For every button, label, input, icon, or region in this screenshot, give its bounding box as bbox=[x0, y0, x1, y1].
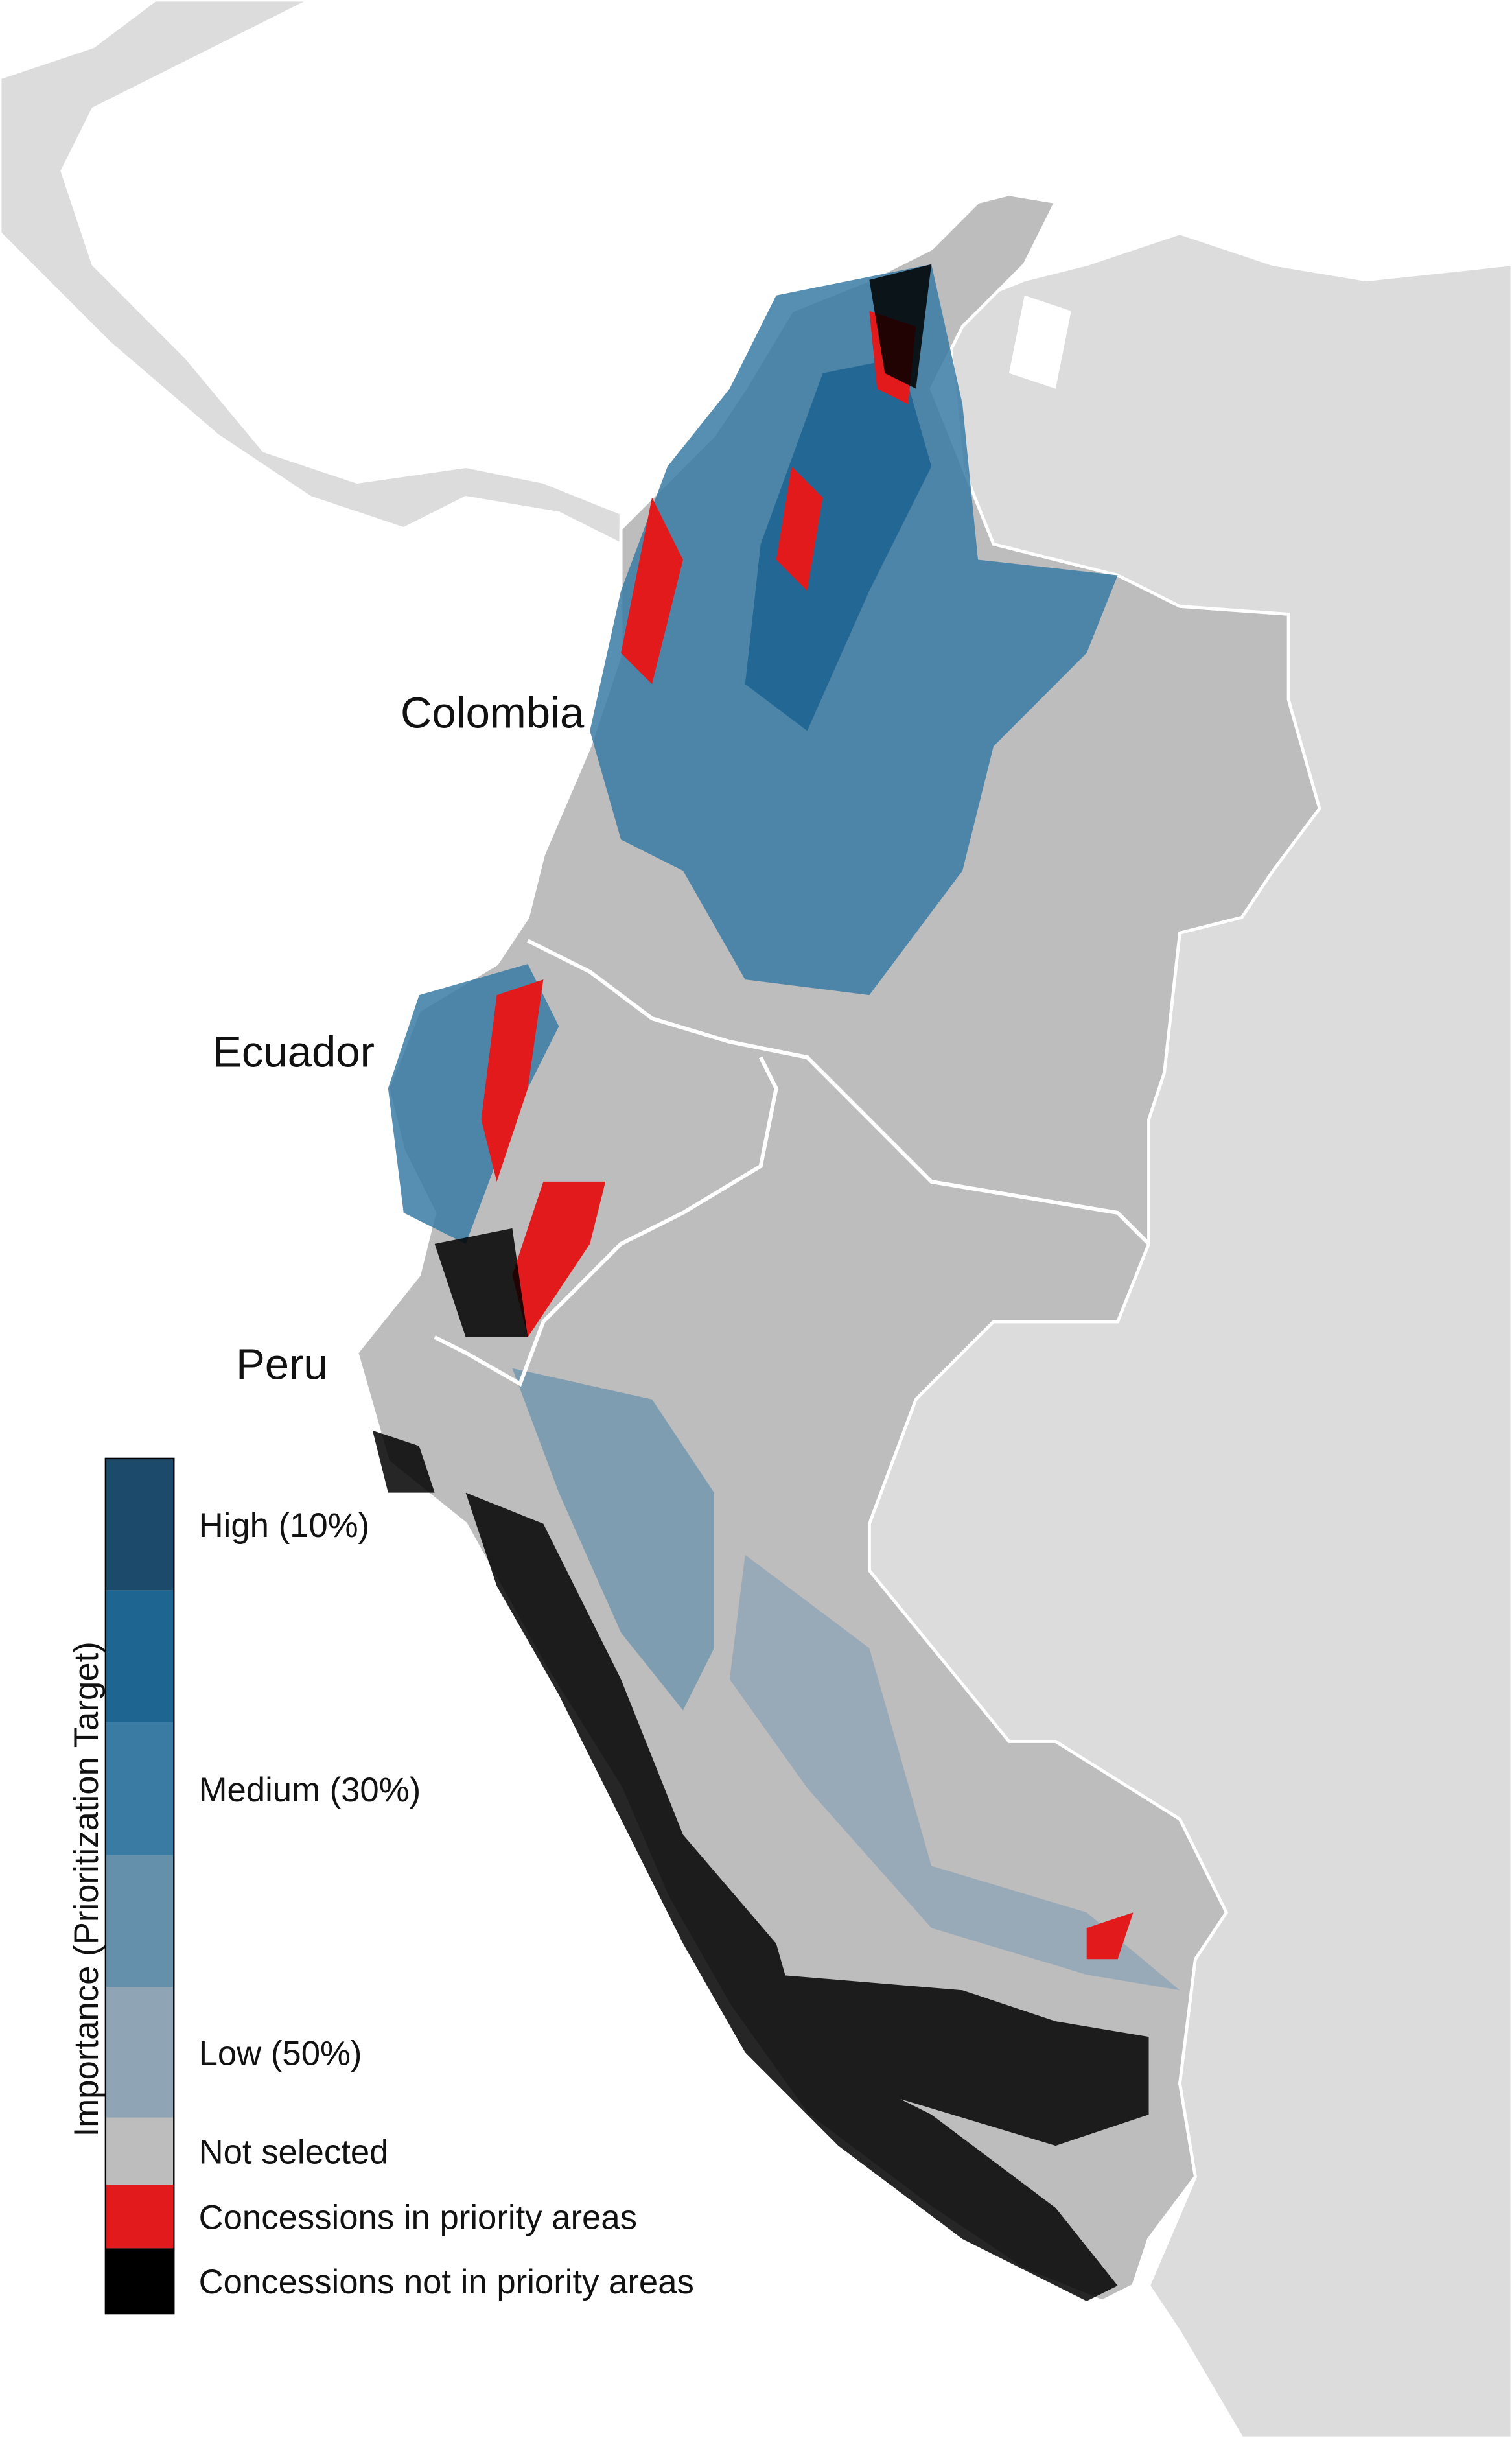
legend-frame bbox=[104, 1457, 175, 2315]
priority-region bbox=[745, 357, 932, 731]
legend-label: Medium (30%) bbox=[199, 1771, 421, 1809]
legend-swatch bbox=[105, 2117, 174, 2185]
legend-swatch bbox=[105, 1855, 174, 1987]
country-label: Colombia bbox=[401, 689, 585, 738]
legend-title: Importance (Prioritization Target) bbox=[67, 1641, 106, 2137]
priority-region bbox=[512, 1368, 714, 1711]
study-area bbox=[355, 193, 1321, 2303]
legend-swatch bbox=[105, 1722, 174, 1855]
country-label: Peru bbox=[236, 1341, 328, 1389]
legend-label: Concessions in priority areas bbox=[199, 2198, 637, 2236]
priority-region bbox=[590, 264, 1118, 996]
legend-swatch bbox=[105, 1590, 174, 1723]
border bbox=[527, 939, 1150, 1245]
border bbox=[434, 1056, 778, 1387]
legend-label: High (10%) bbox=[199, 1506, 370, 1545]
legend-swatch bbox=[105, 2248, 174, 2314]
legend-label: Not selected bbox=[199, 2133, 389, 2172]
legend-swatch bbox=[105, 2185, 174, 2249]
legend-swatch bbox=[105, 1987, 174, 2118]
legend-label: Low (50%) bbox=[199, 2034, 362, 2072]
legend: Importance (Prioritization Target) High … bbox=[67, 1457, 694, 2315]
legend-label: Concessions not in priority areas bbox=[199, 2263, 694, 2301]
concession-non-priority bbox=[372, 264, 1149, 2301]
lake bbox=[1008, 295, 1071, 389]
country-label: Ecuador bbox=[213, 1027, 375, 1076]
legend-swatch bbox=[105, 1458, 174, 1591]
priority-region bbox=[729, 1554, 1180, 1991]
central-america bbox=[0, 0, 623, 547]
